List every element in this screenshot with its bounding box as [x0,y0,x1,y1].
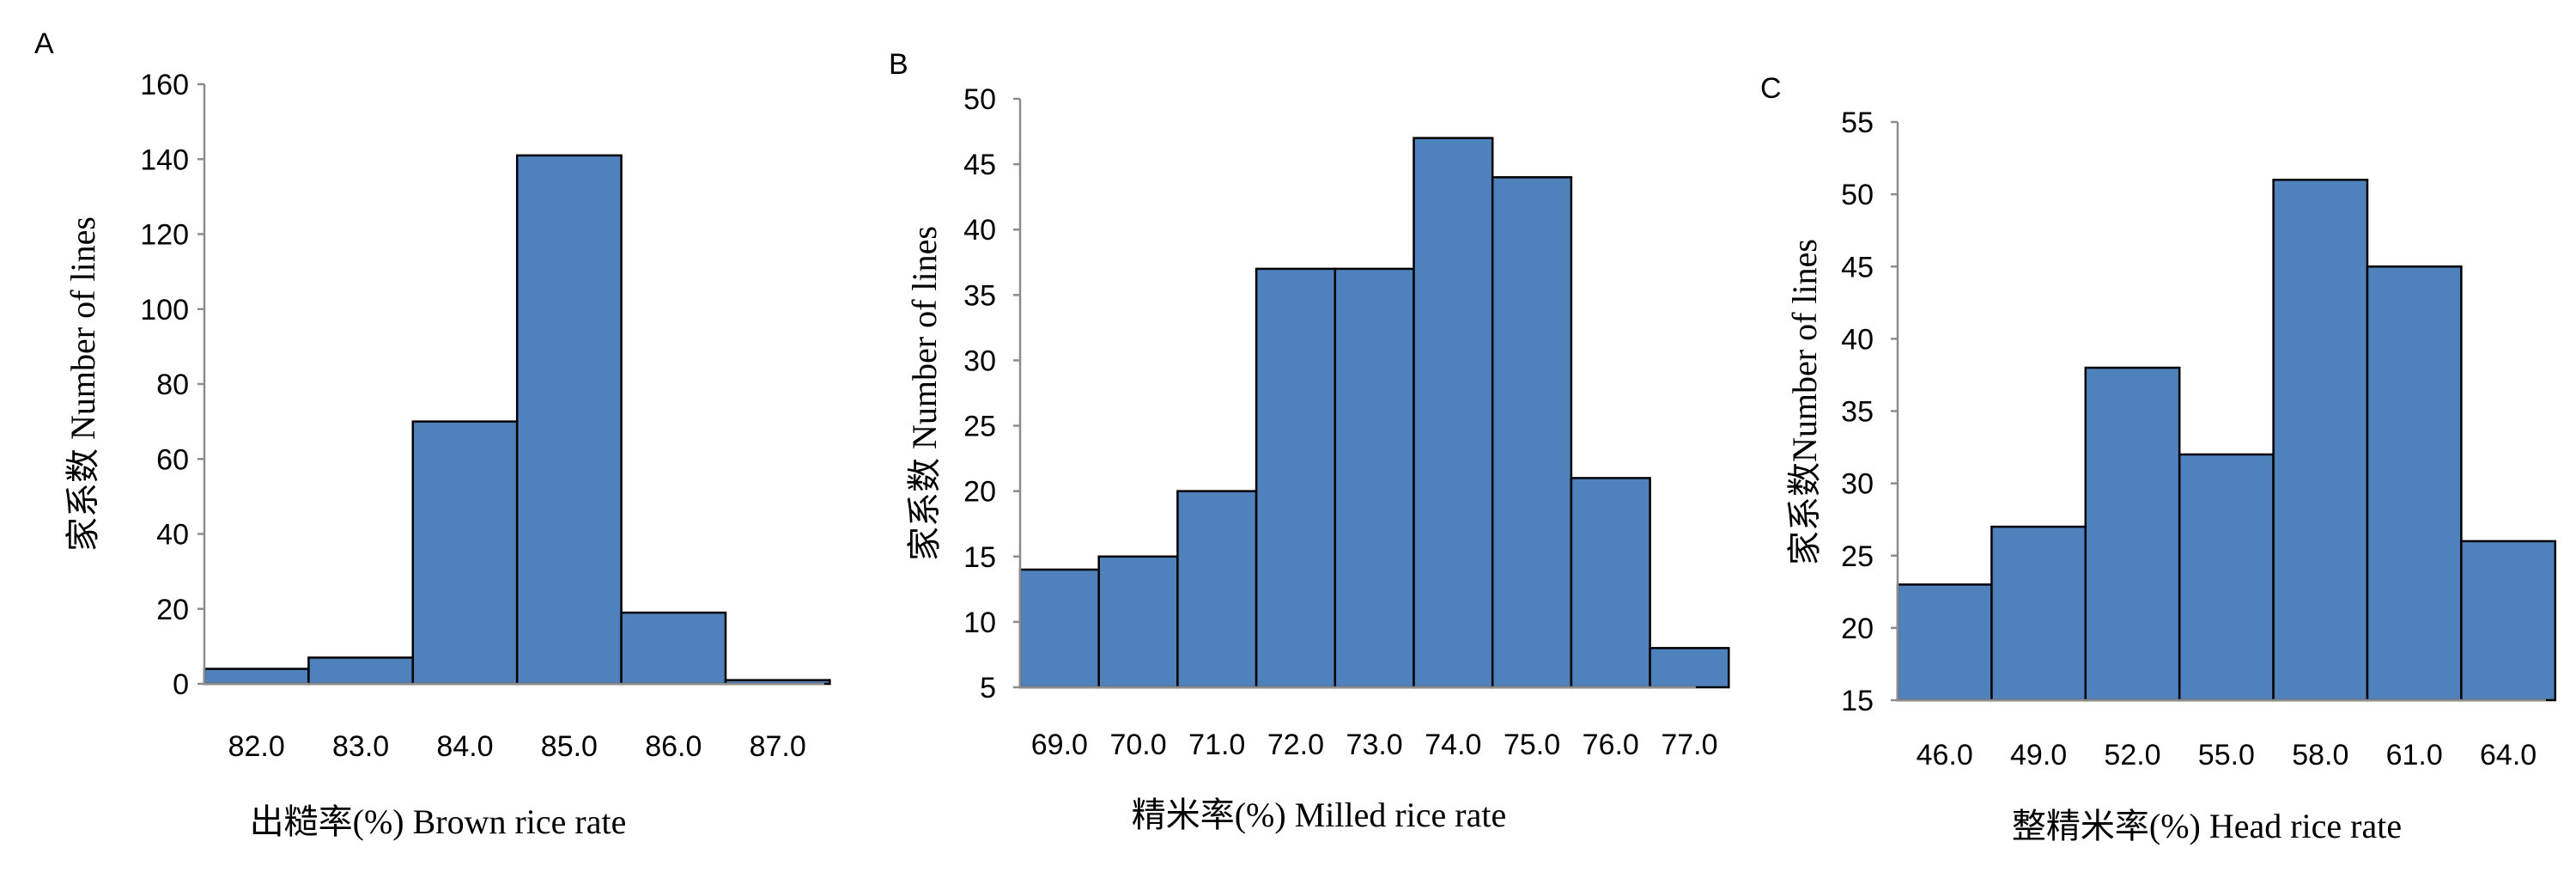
x-tick-label: 58.0 [2292,739,2348,771]
x-tick-label: 46.0 [1917,739,1973,771]
histogram-bar [515,154,623,686]
x-tick-label: 82.0 [228,730,285,763]
x-axis-title: 整精米率(%) Head rice rate [2012,807,2402,845]
chart-panel-c: C 15 20 25 30 35 40 45 50 55 46.0 49.0 52.0 55.0 58.0 6… [1760,72,2557,845]
panel-label: A [34,27,54,60]
panel-label: C [1760,72,1782,105]
histogram-bar [1255,267,1337,689]
y-tick-label: 5 [980,672,996,704]
x-tick-label: 64.0 [2480,739,2537,771]
x-tick-label: 71.0 [1188,729,1245,761]
y-tick-label: 55 [1841,107,1874,139]
histogram-bar [1649,647,1730,689]
y-tick-label: 30 [1841,468,1874,501]
histogram-bar [2460,540,2557,702]
histogram-bar [1018,568,1100,689]
y-tick-label: 0 [173,668,189,701]
x-tick-label: 83.0 [332,730,389,763]
y-tick-label: 80 [156,369,189,401]
histogram-bar [1990,525,2087,702]
x-tick-label: 76.0 [1583,729,1639,761]
y-axis-title: 家系数 Number of lines [64,216,102,552]
y-tick-label: 45 [963,149,996,181]
x-tick-label: 69.0 [1031,729,1088,761]
histogram-bar [1334,267,1415,689]
y-tick-label: 20 [963,476,996,509]
histogram-bar [1896,583,1993,702]
x-tick-label: 74.0 [1425,729,1481,761]
histogram-bar [2366,265,2463,702]
histogram-bar [1491,176,1573,689]
y-tick-label: 40 [1841,323,1874,356]
x-tick-label: 49.0 [2010,739,2067,771]
y-tick-label: 40 [963,214,996,247]
x-tick-label: 85.0 [541,730,598,763]
y-tick-label: 15 [1841,685,1874,717]
y-tick-label: 50 [1841,179,1874,211]
y-tick-label: 60 [156,443,189,476]
histogram-bar [2272,179,2369,702]
y-axis-title: 家系数Number of lines [1785,239,1824,565]
y-tick-label: 120 [140,219,189,252]
histogram-bar [411,420,519,686]
x-tick-label: 77.0 [1661,729,1717,761]
histogram-bar [1176,490,1258,689]
x-axis-title: 精米率(%) Milled rice rate [1132,796,1507,834]
chart-panel-b: B 5 10 15 20 25 30 35 40 45 50 69.0 70.0 71.0 72.0 73.0… [889,48,1730,834]
histogram-bar [203,668,310,686]
histogram-bar [1097,555,1179,689]
y-axis-title: 家系数 Number of lines [905,226,944,561]
y-tick-label: 160 [140,69,189,101]
y-tick-label: 25 [963,411,996,443]
histogram-bar [2084,366,2181,702]
histogram-bar [1570,477,1651,689]
y-tick-label: 140 [140,143,189,176]
x-tick-label: 84.0 [436,730,493,763]
chart-panel-a: A 0 20 40 60 80 100 120 140 160 82.0 83.0 84.0 85.0 86… [34,27,831,841]
x-tick-label: 70.0 [1109,729,1166,761]
y-tick-label: 25 [1841,540,1874,573]
y-tick-label: 15 [963,541,996,574]
y-tick-label: 20 [1841,613,1874,645]
x-tick-label: 87.0 [750,730,806,763]
histogram-bar [307,656,415,686]
histogram-bar [1413,137,1494,689]
histogram-bar [2178,453,2275,702]
x-tick-label: 52.0 [2104,739,2160,771]
x-tick-label: 73.0 [1346,729,1403,761]
y-tick-label: 20 [156,594,189,626]
y-tick-label: 40 [156,519,189,552]
y-tick-label: 35 [1841,396,1874,429]
y-tick-label: 100 [140,294,189,326]
y-tick-label: 35 [963,279,996,312]
y-tick-label: 30 [963,345,996,377]
y-tick-label: 45 [1841,251,1874,284]
x-tick-label: 86.0 [645,730,702,763]
x-tick-label: 55.0 [2198,739,2255,771]
panel-label: B [889,48,908,81]
x-tick-label: 61.0 [2386,739,2443,771]
y-tick-label: 50 [963,83,996,116]
histogram-bar [620,611,727,686]
x-tick-label: 75.0 [1504,729,1560,761]
x-tick-label: 72.0 [1267,729,1324,761]
y-tick-label: 10 [963,607,996,639]
x-axis-title: 出糙率(%) Brown rice rate [250,802,627,841]
